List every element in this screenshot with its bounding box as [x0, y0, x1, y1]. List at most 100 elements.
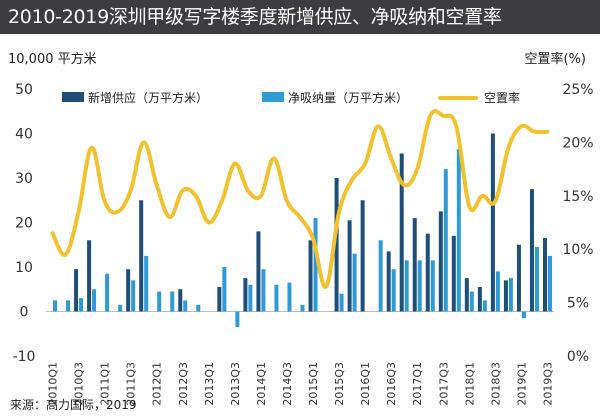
y2-tick-label: 20% [562, 135, 593, 151]
x-tick-label: 2018Q3 [489, 362, 502, 406]
absorption-bar [222, 267, 227, 312]
y-tick-label: 20 [15, 216, 33, 232]
absorption-bar [196, 304, 201, 312]
supply-bar [412, 218, 417, 312]
x-tick-label: 2011Q1 [99, 362, 112, 406]
x-tick-label: 2011Q3 [125, 362, 138, 406]
absorption-bar [105, 273, 110, 312]
absorption-bar [248, 284, 253, 312]
source-note: 来源：高力国际，2019 [10, 398, 137, 412]
absorption-bar [66, 300, 71, 312]
x-tick-label: 2015Q1 [307, 362, 320, 406]
absorption-bar [287, 282, 292, 312]
absorption-bar [274, 284, 279, 312]
x-tick-label: 2013Q1 [203, 362, 216, 406]
legend-absorption-swatch [262, 92, 284, 102]
y-tick-label: 50 [15, 82, 33, 98]
x-tick-label: 2010Q3 [73, 362, 86, 406]
legend-absorption-label: 净吸纳量（万平方米） [288, 90, 408, 105]
vacancy-rate-line [50, 109, 550, 289]
x-tick-label: 2012Q1 [151, 362, 164, 406]
x-tick-label: 2015Q3 [333, 362, 346, 406]
y2-tick-label: 5% [567, 296, 589, 312]
x-tick-label: 2012Q3 [177, 362, 190, 406]
absorption-bar [482, 300, 487, 312]
absorption-bar [235, 311, 240, 328]
supply-bar [503, 280, 508, 312]
y2-tick-label: 10% [562, 242, 593, 258]
supply-bar [425, 233, 430, 312]
y-tick-label: -10 [13, 349, 36, 365]
absorption-bar [144, 255, 149, 312]
absorption-bar [170, 291, 175, 312]
legend-supply-swatch [62, 92, 84, 102]
supply-bar [490, 133, 495, 312]
absorption-bar [443, 169, 448, 312]
supply-bar [464, 278, 469, 312]
supply-bar [256, 231, 261, 312]
left-axis-ticks: -10 0 10 20 30 40 50 [13, 82, 36, 365]
y2-tick-label: 15% [562, 189, 593, 205]
supply-bar [126, 269, 131, 312]
y-tick-label: 40 [15, 127, 33, 143]
x-tick-label: 2019Q1 [515, 362, 528, 406]
absorption-bar [404, 260, 409, 312]
right-axis-unit: 空置率(%) [524, 52, 587, 67]
absorption-bar [157, 291, 162, 312]
absorption-bar [79, 298, 84, 312]
x-tick-label: 2014Q1 [255, 362, 268, 406]
absorption-bar [92, 289, 97, 312]
y-tick-label: 30 [15, 171, 33, 187]
absorption-bar [378, 240, 383, 312]
supply-bar [451, 235, 456, 312]
supply-bar [334, 178, 339, 312]
absorption-bar [430, 260, 435, 312]
supply-bar [399, 153, 404, 312]
supply-bar [386, 251, 391, 312]
supply-bar [178, 289, 183, 312]
legend-vacancy-label: 空置率 [484, 90, 520, 105]
legend-supply-label: 新增供应（万平方米） [88, 90, 208, 105]
x-tick-label: 2019Q3 [541, 362, 554, 406]
absorption-bar [300, 304, 305, 312]
x-tick-label: 2017Q3 [437, 362, 450, 406]
absorption-bar [53, 300, 58, 312]
x-axis-ticks: 2010Q1 2010Q3 2011Q1 2011Q3 2012Q1 2012Q3 2013… [47, 362, 555, 406]
supply-bar [438, 211, 443, 312]
y2-tick-label: 25% [562, 82, 593, 98]
absorption-bar [534, 246, 539, 312]
y-tick-label: 0 [20, 305, 29, 321]
vacancy-line [50, 109, 550, 289]
absorption-bar [508, 278, 513, 312]
supply-bar [477, 287, 482, 312]
x-tick-label: 2018Q1 [463, 362, 476, 406]
supply-bar [87, 240, 92, 312]
absorption-bar [547, 255, 552, 312]
absorption-bar [456, 149, 461, 312]
absorption-bar [339, 293, 344, 312]
absorption-bar [118, 304, 123, 312]
x-tick-label: 2014Q3 [281, 362, 294, 406]
y-tick-label: 10 [15, 260, 33, 276]
absorption-bar [521, 311, 526, 319]
left-axis-unit: 10,000 平方米 [8, 52, 97, 67]
supply-bar [139, 200, 144, 312]
page-title: 2010-2019深圳甲级写字楼季度新增供应、净吸纳和空置率 [0, 0, 600, 34]
supply-bar [516, 244, 521, 312]
absorption-bar [391, 269, 396, 312]
x-tick-label: 2016Q3 [385, 362, 398, 406]
supply-bar [217, 287, 222, 312]
right-axis-ticks: 0% 5% 10% 15% 20% 25% [562, 82, 593, 365]
absorption-bar [131, 280, 136, 312]
x-tick-label: 2013Q3 [229, 362, 242, 406]
y2-tick-label: 0% [567, 349, 589, 365]
x-tick-label: 2017Q1 [411, 362, 424, 406]
absorption-bar [495, 271, 500, 312]
supply-bar [308, 240, 313, 312]
x-tick-label: 2010Q1 [47, 362, 60, 406]
supply-bar [542, 238, 547, 312]
absorption-bar [261, 269, 266, 312]
absorption-bar [313, 218, 318, 312]
absorption-bar [183, 300, 188, 312]
